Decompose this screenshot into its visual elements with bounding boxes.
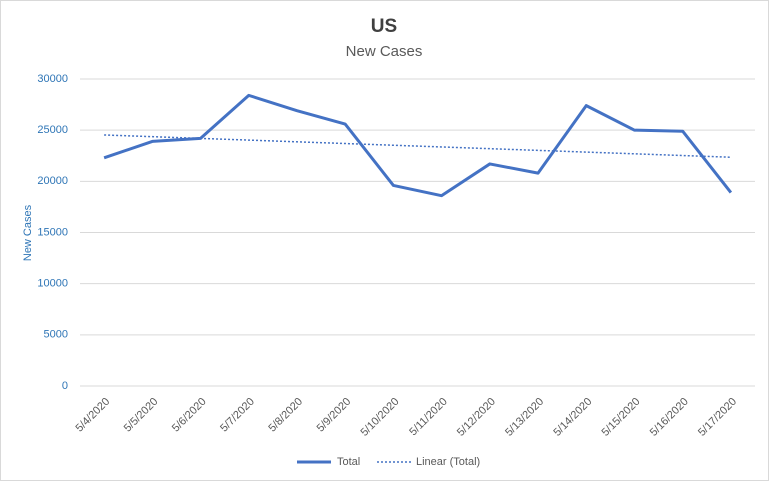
chart-title: US — [371, 16, 397, 37]
y-tick-label: 15000 — [37, 226, 68, 238]
trendline — [104, 134, 731, 158]
legend-label: Total — [337, 456, 360, 468]
y-tick-label: 20000 — [37, 175, 68, 187]
y-tick-label: 10000 — [37, 278, 68, 290]
y-axis-label: New Cases — [22, 204, 34, 261]
y-tick-label: 0 — [62, 380, 68, 392]
legend-label: Linear (Total) — [416, 456, 480, 468]
chart-subtitle: New Cases — [346, 43, 423, 60]
line — [103, 93, 733, 198]
y-tick-label: 5000 — [44, 329, 68, 341]
y-tick-label: 25000 — [37, 124, 68, 136]
y-tick-label: 30000 — [37, 73, 68, 85]
